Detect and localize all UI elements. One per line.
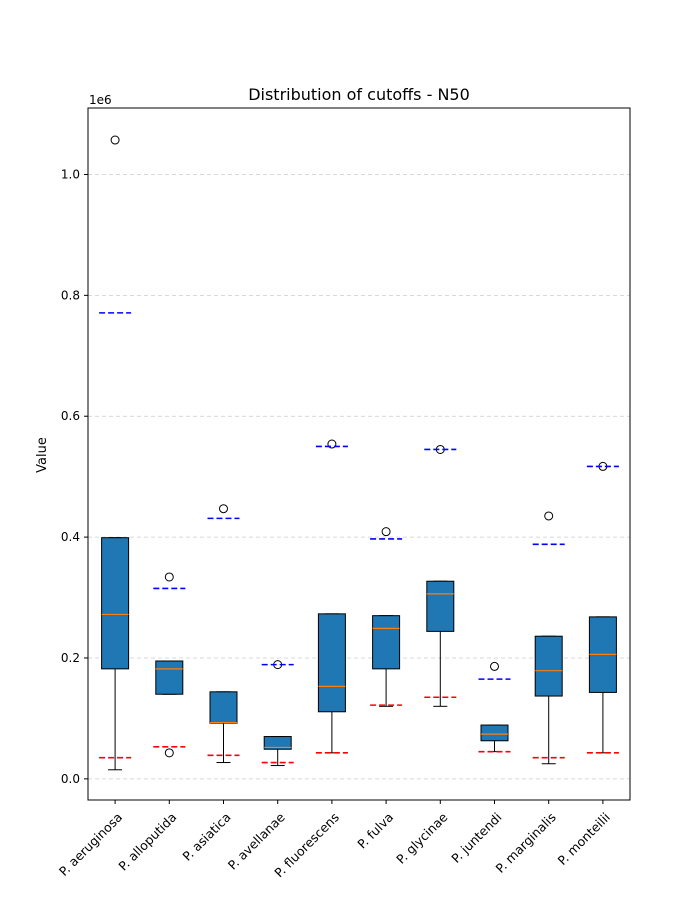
x-tick-label: P. fulva — [354, 810, 396, 852]
box-group — [261, 660, 294, 767]
y-tick-label: 1.0 — [61, 167, 80, 181]
iqr-box — [317, 613, 346, 713]
x-tick-label: P. juntendi — [448, 810, 504, 866]
y-tick-label: 0.0 — [61, 772, 80, 786]
outlier-point — [327, 439, 337, 449]
y-axis-offset-label: 1e6 — [89, 93, 112, 107]
x-tick-label: P. monteilii — [554, 810, 613, 869]
y-tick-label: 0.4 — [61, 530, 80, 544]
box-group — [370, 527, 403, 707]
x-tick-label: P. asiatica — [179, 810, 233, 864]
box-group — [424, 444, 457, 707]
chart-title: Distribution of cutoffs - N50 — [248, 85, 470, 104]
box-group — [315, 439, 348, 754]
outlier-point — [490, 661, 499, 671]
outlier-point — [219, 504, 228, 514]
iqr-box — [534, 635, 563, 697]
box-group — [153, 572, 186, 758]
box-group — [478, 661, 511, 753]
y-tick-label: 0.6 — [61, 409, 80, 423]
plot-frame — [87, 107, 631, 801]
iqr-box — [480, 724, 509, 742]
outlier-point — [164, 748, 174, 758]
box-group — [99, 135, 132, 771]
x-tick-label: P. aeruginosa — [56, 810, 125, 879]
box-group — [207, 504, 240, 764]
iqr-box — [209, 691, 238, 724]
iqr-box — [426, 580, 455, 632]
iqr-box — [263, 736, 292, 750]
box-group — [532, 511, 565, 765]
outlier-point — [544, 511, 554, 521]
y-tick-label: 0.8 — [61, 288, 80, 302]
x-tick-label: P. alloputida — [115, 810, 179, 874]
plot-area — [99, 135, 619, 771]
x-tick-label: P. glycinae — [393, 809, 450, 866]
outlier-point — [110, 135, 120, 145]
iqr-box — [372, 615, 401, 670]
iqr-box — [101, 537, 130, 670]
y-axis: 0.0 0.2 0.4 0.6 0.8 1.0 — [61, 167, 88, 786]
iqr-box — [155, 660, 184, 695]
y-axis-label: Value — [35, 437, 50, 473]
outlier-point — [164, 572, 174, 582]
box-group — [586, 461, 619, 754]
y-tick-label: 0.2 — [61, 651, 80, 665]
outlier-point — [381, 527, 391, 537]
